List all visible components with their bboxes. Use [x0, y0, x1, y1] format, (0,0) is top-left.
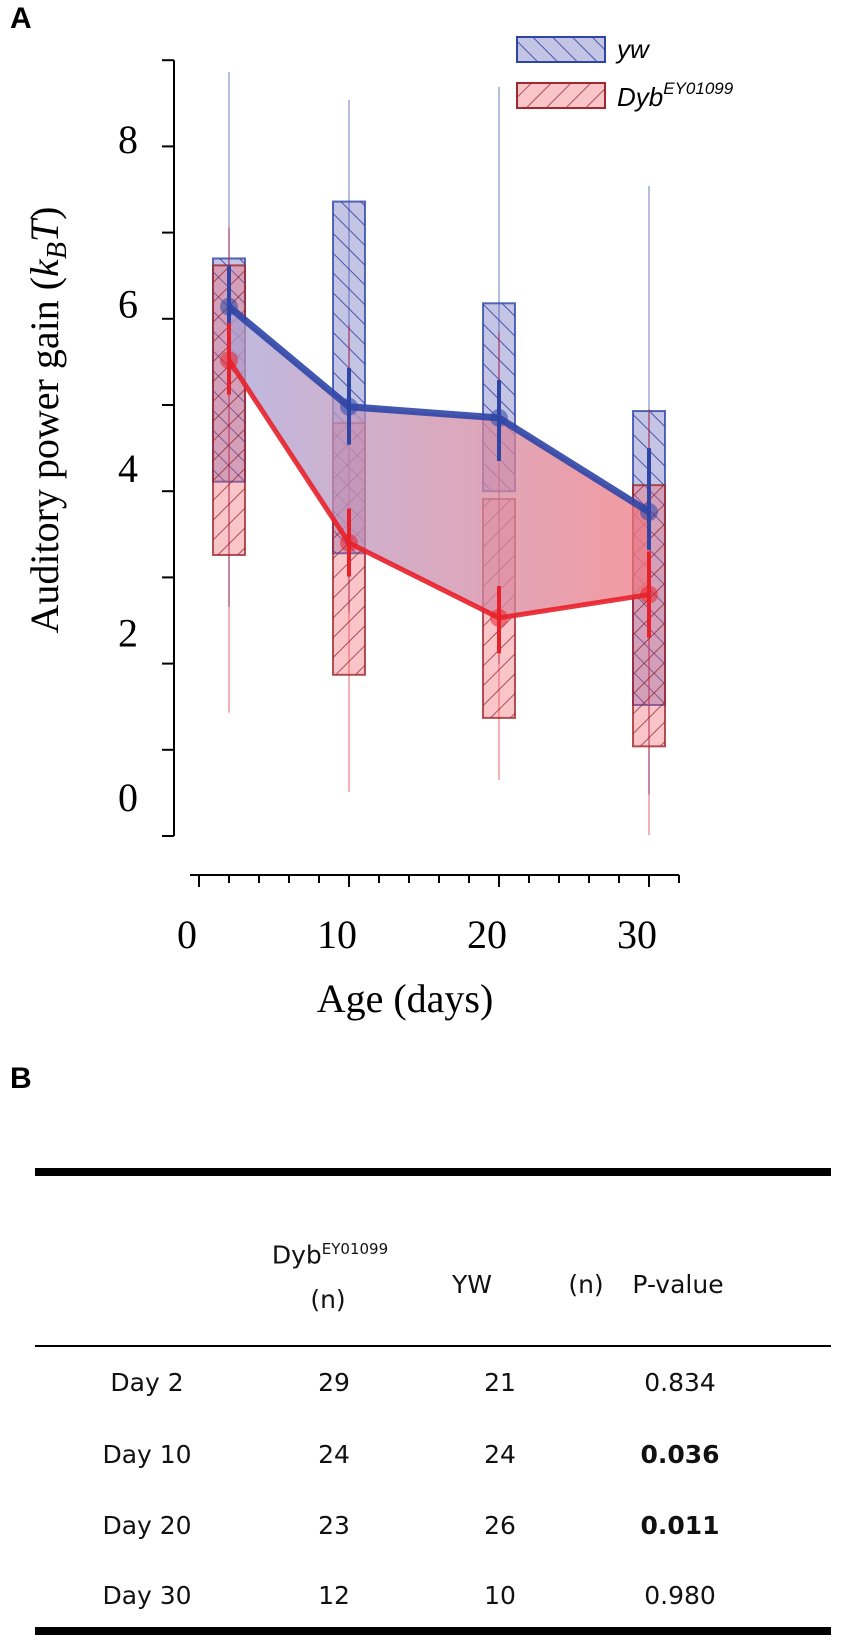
- y-axis-title: Auditory power gain (kBT): [22, 206, 73, 633]
- mean-line-yw: [226, 304, 651, 515]
- legend-swatch-yw: [516, 36, 606, 63]
- header-yw-n: (n): [568, 1270, 604, 1299]
- row-p-value: 0.011: [640, 1511, 720, 1540]
- row-day-label: Day 20: [102, 1511, 192, 1540]
- row-day-label: Day 10: [102, 1440, 192, 1469]
- row-dyb-n: 12: [318, 1581, 350, 1610]
- row-yw-n: 24: [484, 1440, 516, 1469]
- row-p-value: 0.036: [640, 1440, 720, 1469]
- row-p-value: 0.834: [644, 1368, 716, 1397]
- x-tick-label: 30: [617, 912, 657, 957]
- header-dyb: DybEY01099: [271, 1240, 389, 1270]
- row-dyb-n: 24: [318, 1440, 350, 1469]
- panel-label-b: B: [10, 1062, 32, 1095]
- mean-point-dyb: [490, 608, 508, 627]
- row-day-label: Day 30: [102, 1581, 192, 1610]
- x-tick-label: 0: [177, 912, 197, 957]
- y-tick-label: 8: [118, 117, 138, 162]
- difference-band: [229, 306, 649, 618]
- x-tick-label: 10: [317, 912, 357, 957]
- panel-label-a: A: [10, 2, 32, 35]
- table-header-rule: [35, 1345, 831, 1347]
- table-top-rule: [35, 1168, 831, 1176]
- mean-point-yw: [220, 297, 238, 316]
- table-bottom-rule: [35, 1627, 831, 1635]
- row-dyb-n: 23: [318, 1511, 350, 1540]
- mean-point-yw: [640, 502, 658, 521]
- mean-point-yw: [340, 397, 358, 416]
- mean-point-dyb: [640, 585, 658, 604]
- header-pvalue: P-value: [632, 1270, 724, 1299]
- y-tick-label: 4: [118, 446, 138, 491]
- x-tick-label: 20: [467, 912, 507, 957]
- row-yw-n: 21: [484, 1368, 516, 1397]
- row-yw-n: 26: [484, 1511, 516, 1540]
- mean-point-dyb: [340, 533, 358, 552]
- y-tick-label: 0: [118, 775, 138, 820]
- y-tick-label: 2: [118, 611, 138, 656]
- legend-label-dyb: DybEY01099: [617, 79, 734, 112]
- mean-point-dyb: [220, 351, 238, 370]
- y-tick-label: 6: [118, 282, 138, 327]
- row-p-value: 0.980: [644, 1581, 716, 1610]
- mean-point-yw: [490, 408, 508, 427]
- statistics-table: DybEY01099 (n) YW (n) P-value Day 2 29 21 0…: [0, 1160, 856, 1644]
- legend-label-yw: yw: [615, 34, 651, 64]
- header-dyb-n: (n): [310, 1285, 346, 1314]
- mean-line-dyb: [226, 358, 650, 621]
- legend-swatch-dyb: [516, 82, 606, 109]
- row-day-label: Day 2: [110, 1368, 184, 1397]
- x-axis-title: Age (days): [317, 976, 494, 1021]
- header-yw: YW: [452, 1270, 492, 1299]
- row-yw-n: 10: [484, 1581, 516, 1610]
- box-plot-chart: 0 2 4 6 8 0 10 20 30 yw DybEY01099 Age (days) Au…: [22, 34, 734, 1021]
- row-dyb-n: 29: [318, 1368, 350, 1397]
